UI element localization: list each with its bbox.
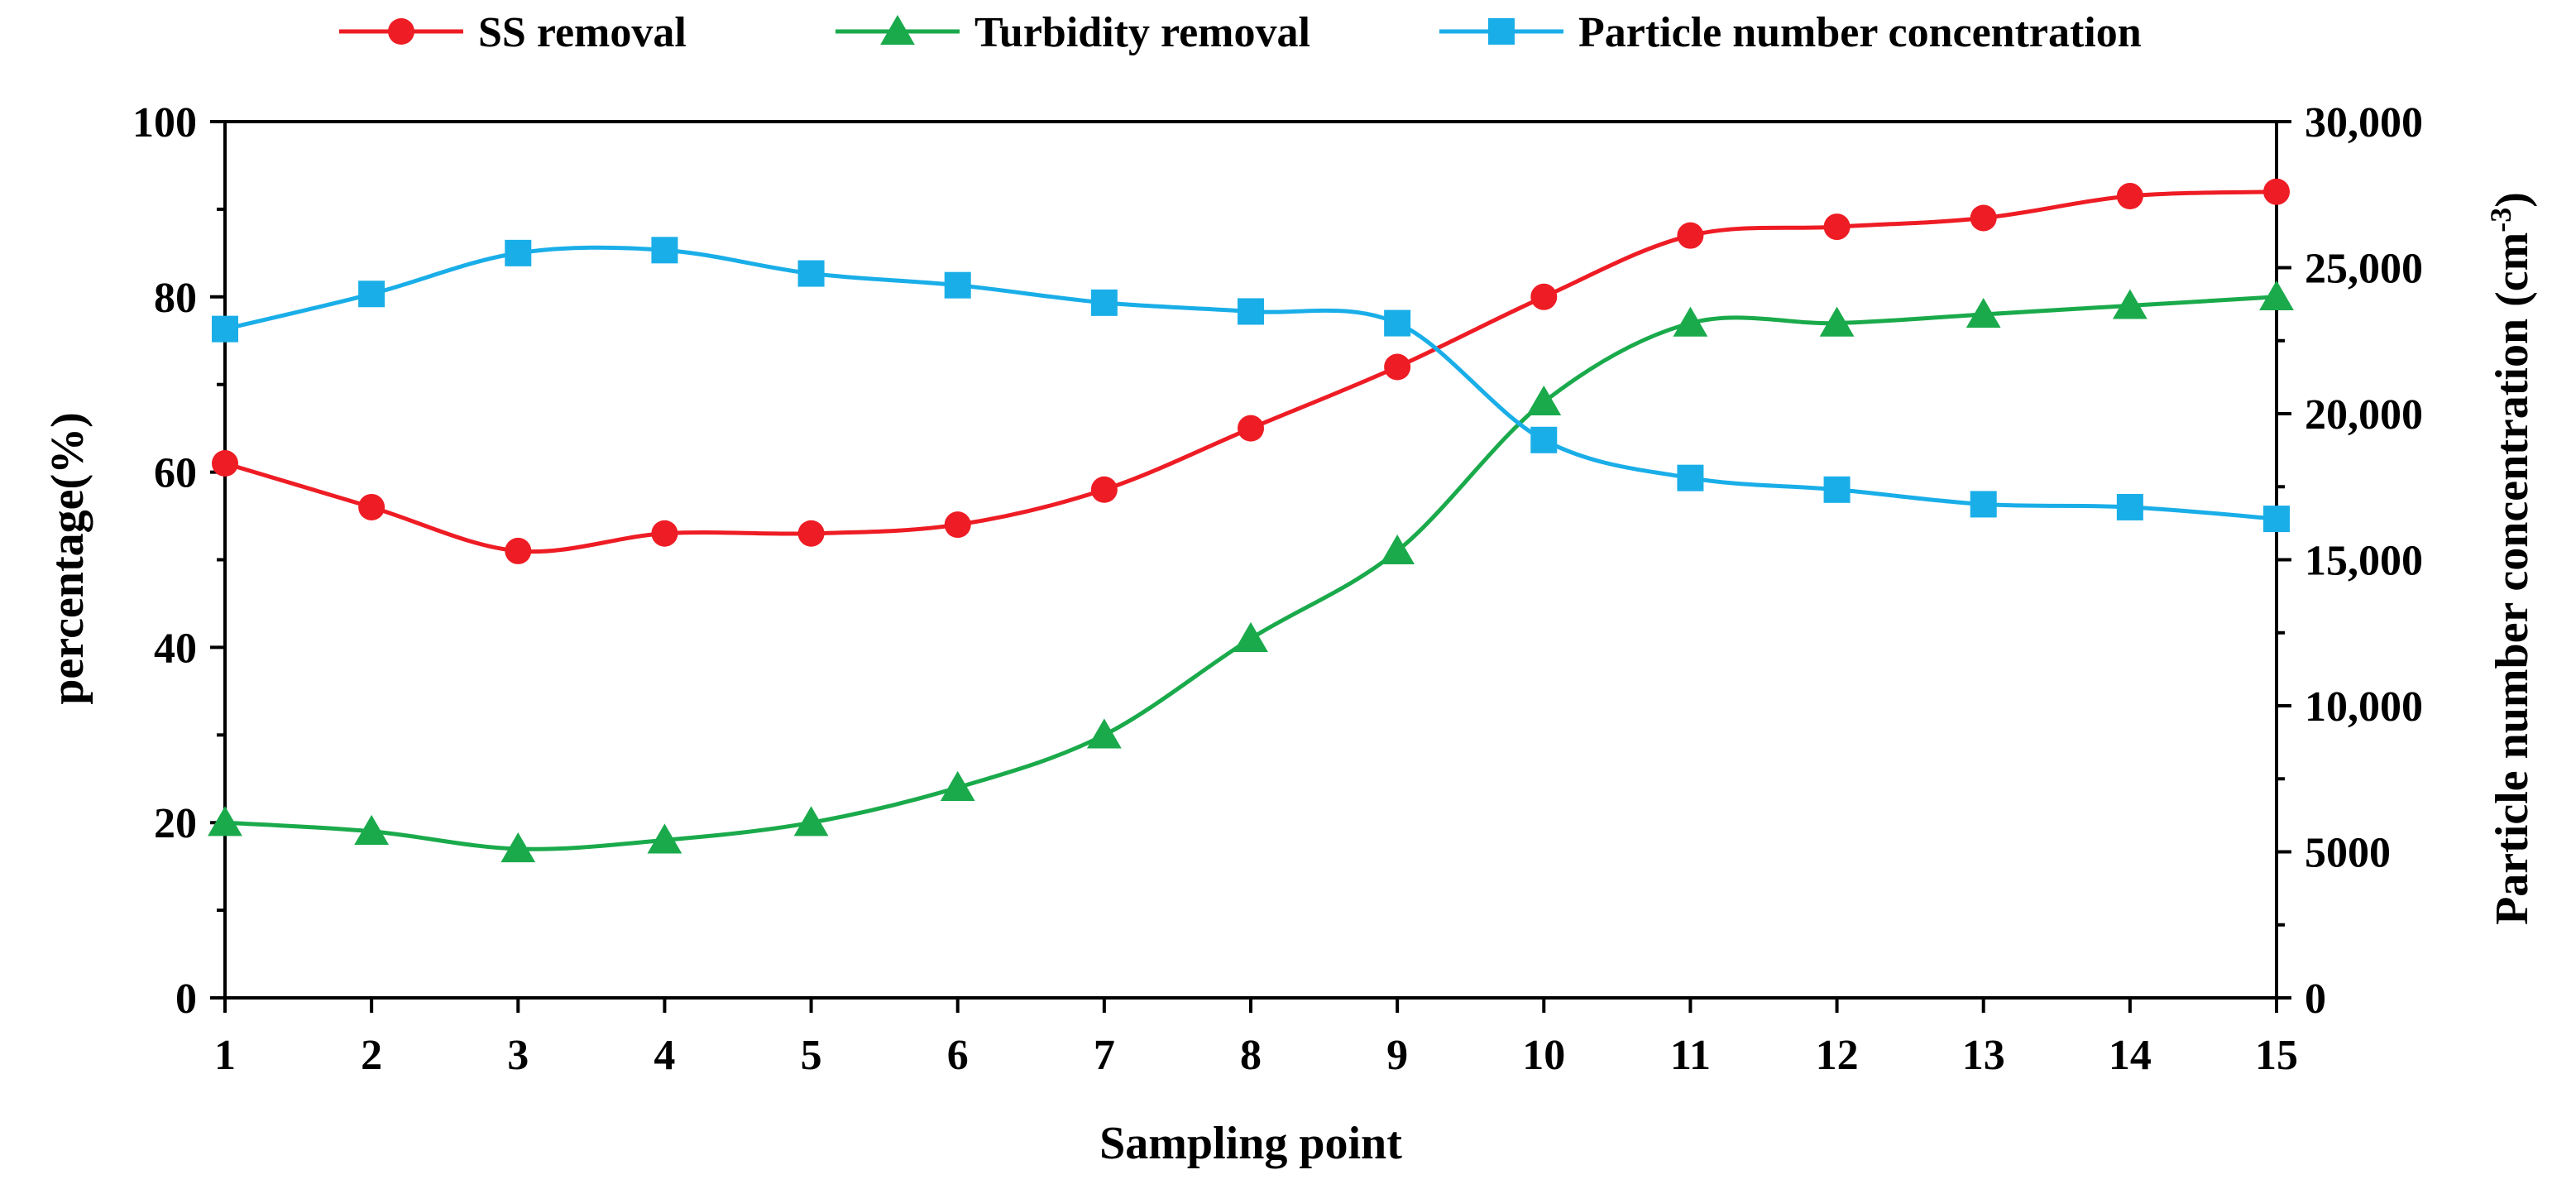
- legend-marker: [1488, 18, 1515, 45]
- data-point: [651, 520, 678, 547]
- data-point: [1677, 222, 1704, 249]
- y-axis-title-right-superscript: -3: [2484, 208, 2517, 233]
- data-point: [2116, 183, 2143, 210]
- data-point: [2263, 178, 2290, 205]
- data-point: [1090, 289, 1118, 316]
- legend-label: Particle number concentration: [1578, 9, 2142, 56]
- data-point: [1966, 298, 2001, 328]
- data-point: [1233, 621, 1268, 652]
- x-tick-label: 3: [507, 1032, 529, 1079]
- x-tick-label: 12: [1816, 1032, 1859, 1079]
- data-point: [1970, 491, 1997, 518]
- legend: SS removal Turbidity removal Particle numb…: [339, 9, 2142, 56]
- data-point: [1530, 283, 1558, 310]
- x-tick-label: 13: [1962, 1032, 2005, 1079]
- legend-label: Turbidity removal: [974, 9, 1310, 56]
- x-tick-label: 14: [2109, 1032, 2152, 1079]
- legend-item: Particle number concentration: [1439, 9, 2142, 56]
- series-particle-number-concentration: [212, 237, 2290, 533]
- x-tick-label: 9: [1386, 1032, 1408, 1079]
- y-right-tick-label: 0: [2305, 976, 2326, 1023]
- data-point: [1380, 534, 1415, 565]
- x-tick-label: 7: [1094, 1032, 1115, 1079]
- x-tick-label: 6: [947, 1032, 969, 1079]
- x-tick-label: 8: [1240, 1032, 1262, 1079]
- data-point: [500, 832, 536, 863]
- data-point: [2259, 280, 2294, 310]
- y-left-tick-label: 60: [154, 450, 197, 497]
- y-left-tick-label: 40: [154, 625, 197, 672]
- x-tick-label: 10: [1522, 1032, 1565, 1079]
- data-point: [212, 450, 238, 477]
- y-right-tick-label: 15,000: [2305, 538, 2423, 585]
- data-point: [793, 806, 829, 837]
- data-point: [354, 814, 390, 845]
- axes: 1 2 3 4 5 6 7 8 9 10 11 12 13 14 150204060801000500010…: [132, 99, 2423, 1079]
- data-point: [1819, 306, 1855, 337]
- data-point: [1823, 476, 1851, 503]
- x-tick-label: 5: [801, 1032, 822, 1079]
- legend-marker: [388, 18, 414, 45]
- y-left-tick-label: 20: [154, 800, 197, 847]
- y-axis-title-right-main: Particle number concentration (cm: [2487, 233, 2538, 925]
- data-point: [2263, 506, 2290, 533]
- data-point: [2112, 289, 2147, 319]
- x-tick-label: 2: [361, 1032, 382, 1079]
- data-point: [797, 520, 825, 547]
- y-right-tick-label: 10,000: [2305, 683, 2423, 731]
- data-point: [1384, 309, 1411, 337]
- y-right-tick-label: 30,000: [2305, 99, 2423, 146]
- data-point: [505, 239, 532, 266]
- data-point: [2116, 493, 2143, 520]
- legend-item: Turbidity removal: [836, 9, 1310, 56]
- y-axis-title-left: percentage(%): [42, 412, 93, 705]
- data-point: [358, 280, 385, 308]
- y-right-tick-label: 5000: [2305, 830, 2391, 877]
- data-point: [1384, 353, 1411, 381]
- data-point: [1530, 426, 1558, 453]
- data-point: [651, 237, 678, 264]
- series-line: [224, 245, 2277, 521]
- data-point: [1238, 415, 1264, 442]
- data-point: [208, 806, 242, 837]
- y-axis-title-right-close: ): [2487, 192, 2538, 208]
- data-point: [944, 271, 971, 299]
- data-point: [1090, 476, 1118, 503]
- data-point: [940, 770, 975, 801]
- x-tick-label: 11: [1670, 1032, 1711, 1079]
- data-point: [1677, 464, 1704, 491]
- data-point: [505, 537, 532, 564]
- series-turbidity-removal: [208, 280, 2294, 863]
- data-point: [647, 823, 682, 854]
- x-axis-title: Sampling point: [1099, 1118, 1402, 1169]
- data-point: [797, 260, 825, 287]
- x-tick-label: 1: [214, 1032, 236, 1079]
- y-axis-title-right: Particle number concentration (cm-3): [2484, 192, 2538, 925]
- y-right-tick-label: 25,000: [2305, 246, 2423, 293]
- legend-label: SS removal: [478, 9, 687, 56]
- series-line: [224, 189, 2277, 554]
- data-point: [1823, 213, 1851, 241]
- y-left-tick-label: 80: [154, 275, 197, 322]
- data-point: [1673, 306, 1708, 337]
- x-tick-label: 15: [2255, 1032, 2298, 1079]
- legend-marker: [880, 15, 915, 46]
- series-line: [224, 295, 2277, 851]
- data-point: [212, 315, 238, 343]
- legend-item: SS removal: [339, 9, 687, 56]
- y-left-tick-label: 0: [175, 976, 197, 1023]
- y-left-tick-label: 100: [132, 99, 197, 146]
- data-point: [944, 511, 971, 539]
- data-point: [1086, 718, 1122, 749]
- data-point: [1238, 298, 1264, 325]
- x-tick-label: 4: [654, 1032, 675, 1079]
- data-point: [1970, 204, 1997, 232]
- data-point: [1526, 385, 1562, 416]
- series-layer: [208, 178, 2294, 863]
- series-ss-removal: [212, 178, 2290, 564]
- y-right-tick-label: 20,000: [2305, 391, 2423, 439]
- data-point: [358, 493, 385, 520]
